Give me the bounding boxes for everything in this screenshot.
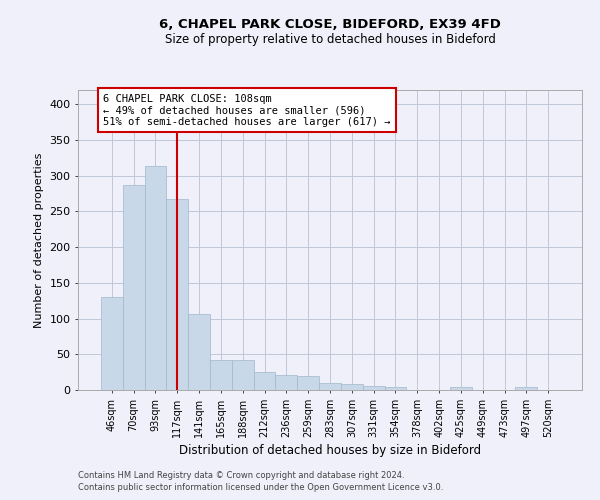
X-axis label: Distribution of detached houses by size in Bideford: Distribution of detached houses by size … <box>179 444 481 457</box>
Bar <box>385 387 406 390</box>
Bar <box>232 360 254 390</box>
Bar <box>101 297 123 390</box>
Bar <box>319 383 341 390</box>
Bar <box>341 384 363 390</box>
Bar <box>363 386 385 390</box>
Text: Contains HM Land Registry data © Crown copyright and database right 2024.: Contains HM Land Registry data © Crown c… <box>78 471 404 480</box>
Text: 6 CHAPEL PARK CLOSE: 108sqm
← 49% of detached houses are smaller (596)
51% of se: 6 CHAPEL PARK CLOSE: 108sqm ← 49% of det… <box>103 94 391 127</box>
Bar <box>210 360 232 390</box>
Bar <box>188 314 210 390</box>
Text: 6, CHAPEL PARK CLOSE, BIDEFORD, EX39 4FD: 6, CHAPEL PARK CLOSE, BIDEFORD, EX39 4FD <box>159 18 501 30</box>
Bar <box>123 185 145 390</box>
Y-axis label: Number of detached properties: Number of detached properties <box>34 152 44 328</box>
Text: Contains public sector information licensed under the Open Government Licence v3: Contains public sector information licen… <box>78 484 443 492</box>
Text: Size of property relative to detached houses in Bideford: Size of property relative to detached ho… <box>164 32 496 46</box>
Bar <box>297 376 319 390</box>
Bar <box>166 198 188 390</box>
Bar <box>254 372 275 390</box>
Bar <box>145 166 166 390</box>
Bar <box>515 387 537 390</box>
Bar <box>275 375 297 390</box>
Bar <box>450 387 472 390</box>
